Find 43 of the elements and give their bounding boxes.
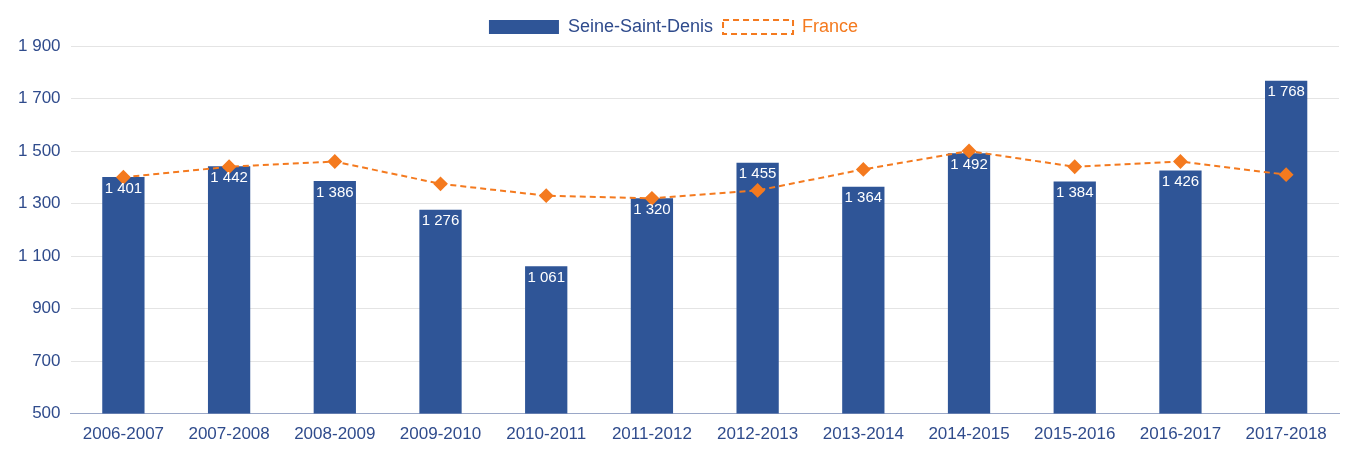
point [1067, 159, 1082, 174]
x-tick-label: 2016-2017 [1139, 424, 1222, 444]
point [327, 154, 342, 169]
x-tick-label: 2008-2009 [294, 424, 376, 444]
x-tick-label: 2012-2013 [716, 424, 799, 444]
y-tick-label: 900 [32, 298, 61, 318]
legend-label: Seine-Saint-Denis [567, 15, 714, 36]
point [962, 144, 977, 159]
x-tick-label: 2011-2012 [611, 424, 692, 444]
point [1279, 167, 1294, 182]
y-tick-label: 1 700 [17, 88, 61, 108]
x-tick-label: 2009-2010 [399, 424, 482, 444]
x-tick-label: 2015-2016 [1034, 424, 1116, 444]
x-tick-label: 2013-2014 [822, 424, 904, 444]
y-tick-label: 1 300 [17, 193, 61, 213]
data-label: 1 061 [527, 267, 565, 285]
x-tick-label: 2006-2007 [82, 424, 165, 444]
data-label: 1 768 [1267, 82, 1305, 100]
legend-label: France [802, 15, 859, 36]
data-label: 1 401 [104, 178, 143, 196]
y-tick-label: 500 [32, 403, 61, 423]
x-tick-label: 2010-2011 [506, 424, 587, 444]
x-tick-label: 2017-2018 [1245, 424, 1327, 444]
point [750, 183, 765, 198]
point [1173, 154, 1188, 169]
data-label: 1 320 [633, 199, 671, 217]
data-label: 1 364 [844, 188, 883, 206]
data-label: 1 384 [1055, 183, 1094, 201]
x-tick-label: 2007-2008 [188, 424, 270, 444]
data-label: 1 455 [738, 164, 777, 182]
y-tick-label: 1 900 [17, 35, 61, 55]
data-label: 1 492 [950, 154, 988, 172]
data-label: 1 426 [1161, 172, 1200, 190]
y-tick-label: 700 [32, 350, 61, 370]
data-label: 1 276 [421, 211, 460, 229]
x-tick-label: 2014-2015 [928, 424, 1010, 444]
y-tick-label: 1 500 [17, 140, 61, 160]
y-tick-label: 1 100 [17, 245, 61, 265]
point [433, 176, 448, 191]
point [539, 188, 554, 203]
data-label: 1 386 [316, 182, 354, 200]
data-label: 1 442 [210, 167, 248, 185]
point [856, 162, 871, 177]
